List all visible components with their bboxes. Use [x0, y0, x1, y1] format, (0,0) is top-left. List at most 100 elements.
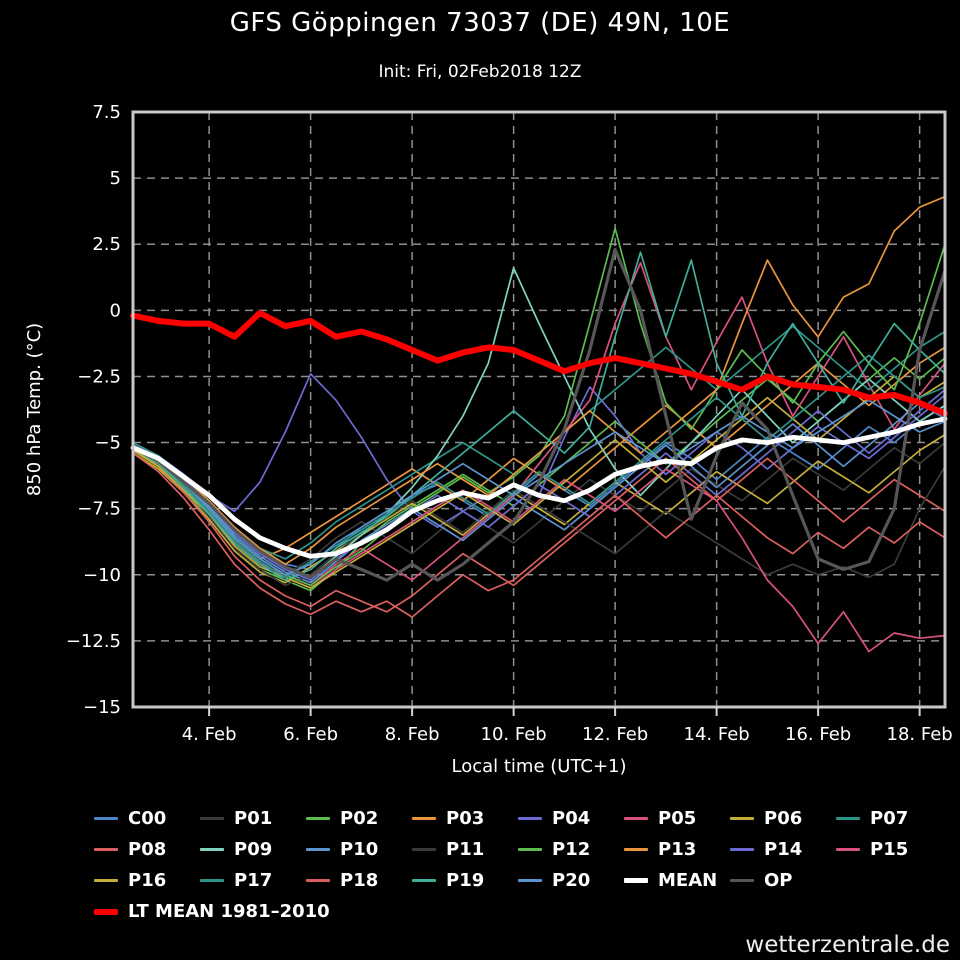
chart-subtitle: Init: Fri, 02Feb2018 12Z	[378, 62, 582, 82]
legend-swatch-p11	[412, 848, 436, 851]
legend-item-p20: P20	[518, 870, 624, 891]
y-tick-label: −5	[94, 433, 121, 454]
series-p08	[132, 449, 946, 613]
series-lt-mean-1981-2010	[130, 310, 948, 417]
legend-item-p11: P11	[412, 839, 518, 860]
legend-label-mean: MEAN	[658, 870, 718, 891]
watermark: wetterzentrale.de	[745, 932, 950, 958]
legend-item-p02: P02	[306, 808, 412, 829]
x-tick-label: 16. Feb	[785, 724, 851, 745]
legend-swatch-p06	[730, 817, 754, 820]
legend-item-p18: P18	[306, 870, 412, 891]
legend-label-p05: P05	[658, 808, 697, 829]
legend-item-p13: P13	[624, 839, 730, 860]
legend-label-p09: P09	[234, 839, 273, 860]
x-tick-label: 8. Feb	[385, 724, 440, 745]
x-axis-label: Local time (UTC+1)	[451, 756, 626, 777]
x-tick-label: 6. Feb	[283, 724, 338, 745]
y-tick-label: 2.5	[92, 234, 121, 255]
y-tick-label: 0	[110, 300, 121, 321]
legend-item-p17: P17	[200, 870, 306, 891]
legend-item-p05: P05	[624, 808, 730, 829]
legend-item-p01: P01	[200, 808, 306, 829]
legend-swatch-p17	[200, 879, 224, 882]
legend-item-p08: P08	[94, 839, 200, 860]
x-tick-label: 14. Feb	[684, 724, 750, 745]
legend-label-p19: P19	[446, 870, 485, 891]
legend-row: P08 P09 P10 P11 P12 P13 P14 P15	[94, 834, 942, 865]
x-tick-label: 18. Feb	[887, 724, 953, 745]
legend-swatch-p07	[836, 817, 860, 820]
legend-label-p15: P15	[870, 839, 909, 860]
legend-swatch-op	[730, 879, 754, 882]
legend-label-p01: P01	[234, 808, 273, 829]
legend-item-p14: P14	[730, 839, 836, 860]
legend-swatch-p20	[518, 879, 542, 882]
legend-item-p16: P16	[94, 870, 200, 891]
series-op	[131, 247, 947, 582]
legend-item-p03: P03	[412, 808, 518, 829]
legend-item-lt-mean-1981-2010: LT MEAN 1981–2010	[94, 901, 330, 922]
legend-swatch-p15	[836, 848, 860, 851]
legend-swatch-p10	[306, 848, 330, 851]
legend-swatch-p08	[94, 848, 118, 851]
x-tick-label: 10. Feb	[481, 724, 547, 745]
legend-swatch-c00	[94, 817, 118, 820]
legend-swatch-p03	[412, 817, 436, 820]
legend-label-p14: P14	[764, 839, 803, 860]
legend-label-p13: P13	[658, 839, 697, 860]
y-tick-label: 7.5	[92, 102, 121, 123]
ensemble-plume-chart: 4. Feb 6. Feb 8. Feb 10. Feb 12. Feb 14. Feb 1…	[24, 102, 953, 777]
y-tick-label: −7.5	[77, 499, 121, 520]
legend-swatch-p02	[306, 817, 330, 820]
legend-label-p02: P02	[340, 808, 379, 829]
y-axis-label: 850 hPa Temp. (°C)	[24, 323, 45, 496]
legend-swatch-lt-mean-1981-2010	[94, 908, 118, 915]
y-tick-label: 5	[110, 168, 121, 189]
legend-item-p19: P19	[412, 870, 518, 891]
legend-swatch-p16	[94, 879, 118, 882]
legend-item-op: OP	[730, 870, 836, 891]
legend-swatch-p14	[730, 848, 754, 851]
legend-label-p20: P20	[552, 870, 591, 891]
series-p13	[132, 195, 946, 566]
y-tick-label: −10	[83, 565, 121, 586]
legend-item-p04: P04	[518, 808, 624, 829]
legend-label-p10: P10	[340, 839, 379, 860]
y-tick-label: −15	[83, 697, 121, 718]
legend-swatch-p18	[306, 879, 330, 882]
x-tick-label: 4. Feb	[182, 724, 237, 745]
legend-item-p10: P10	[306, 839, 412, 860]
legend-label-p08: P08	[128, 839, 167, 860]
legend-label-p06: P06	[764, 808, 803, 829]
legend-row: LT MEAN 1981–2010	[94, 896, 942, 927]
series-p11	[132, 446, 946, 587]
legend-label-c00: C00	[128, 808, 167, 829]
legend-item-p07: P07	[836, 808, 942, 829]
legend-label-p04: P04	[552, 808, 591, 829]
legend-item-c00: C00	[94, 808, 200, 829]
legend-swatch-p19	[412, 879, 436, 882]
legend-item-p09: P09	[200, 839, 306, 860]
legend-label-p18: P18	[340, 870, 379, 891]
legend-label-p17: P17	[234, 870, 273, 891]
legend-label-p03: P03	[446, 808, 485, 829]
series-p19	[132, 251, 946, 581]
y-tick-label: −2.5	[77, 366, 121, 387]
series-p17	[132, 354, 946, 579]
legend-label-op: OP	[764, 870, 793, 891]
x-tick-label: 12. Feb	[582, 724, 648, 745]
legend-swatch-p04	[518, 817, 542, 820]
y-tick-label: −12.5	[66, 631, 121, 652]
legend-label-lt-mean-1981-2010: LT MEAN 1981–2010	[128, 901, 330, 922]
legend-item-p06: P06	[730, 808, 836, 829]
legend-label-p07: P07	[870, 808, 909, 829]
page-title: GFS Göppingen 73037 (DE) 49N, 10E	[229, 8, 731, 38]
chart-legend: C00 P01 P02 P03 P04 P05 P06 P07 P08 P09 P10 P11 P12 P…	[94, 803, 942, 927]
legend-swatch-p13	[624, 848, 648, 851]
legend-swatch-mean	[624, 878, 648, 883]
legend-item-p12: P12	[518, 839, 624, 860]
legend-label-p12: P12	[552, 839, 591, 860]
legend-row: C00 P01 P02 P03 P04 P05 P06 P07	[94, 803, 942, 834]
